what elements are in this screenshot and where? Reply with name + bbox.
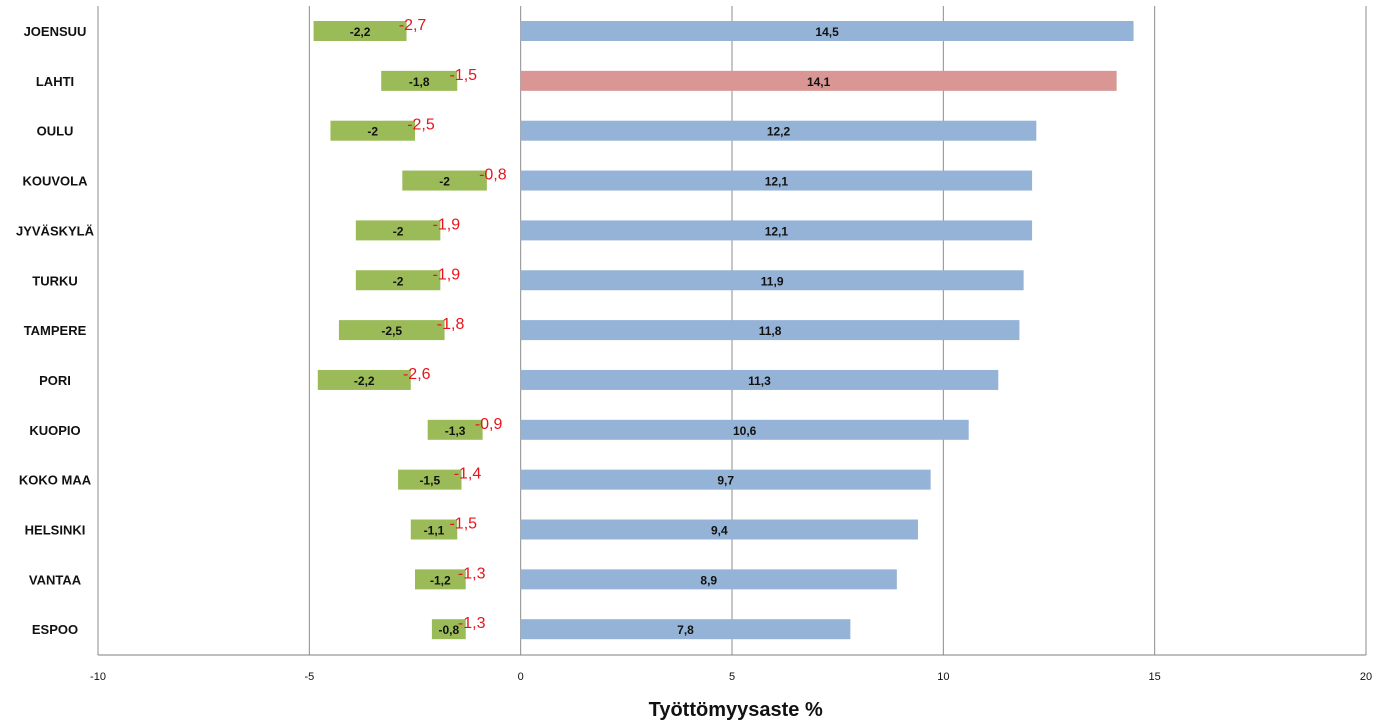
change-value-label: -2	[393, 224, 404, 238]
rate-bar	[520, 170, 1033, 191]
x-tick-label: -10	[90, 671, 106, 683]
rate-value-label: 9,4	[711, 524, 728, 538]
annotation-label: -2,5	[407, 117, 435, 134]
rate-value-label: 12,1	[765, 224, 789, 238]
change-bar	[355, 270, 441, 291]
change-value-label: -1,8	[409, 75, 430, 89]
rate-value-label: 11,8	[759, 324, 782, 338]
rate-value-label: 9,7	[717, 474, 734, 488]
category-label: TAMPERE	[24, 323, 87, 338]
change-bar	[313, 21, 407, 41]
change-bar	[410, 519, 458, 540]
rate-bar	[520, 569, 897, 590]
change-bar	[381, 70, 458, 91]
annotation-label: -2,6	[403, 366, 431, 383]
category-label: VANTAA	[29, 572, 82, 587]
change-bar	[427, 419, 483, 440]
annotation-label: -1,9	[433, 216, 461, 233]
category-labels: JOENSUU LAHTI OULU KOUVOLA JYVÄSKYLÄ TURKU TAM…	[16, 24, 95, 637]
annotation-label: -1,3	[458, 565, 486, 582]
category-label: ESPOO	[32, 622, 78, 637]
change-value-label: -1,5	[419, 474, 440, 488]
category-label: PORI	[39, 373, 71, 388]
rate-bar	[520, 369, 999, 390]
x-axis-ticks: -10 -5 0 5 10 15 20	[90, 671, 1372, 683]
rate-bar	[520, 70, 1117, 91]
annotation-label: -1,4	[454, 466, 482, 483]
rate-value-label: 14,5	[815, 25, 839, 39]
rate-bar	[520, 519, 918, 540]
x-tick-label: 0	[518, 671, 524, 683]
x-tick-label: 5	[729, 671, 735, 683]
rate-bar	[520, 270, 1024, 291]
rate-bar	[520, 120, 1037, 141]
annotation-label: -1,8	[437, 316, 465, 333]
change-bar	[431, 619, 466, 640]
change-bar	[398, 469, 462, 490]
change-value-label: -2	[367, 125, 378, 139]
change-value-label: -1,3	[445, 424, 466, 438]
category-label: HELSINKI	[25, 523, 86, 538]
rate-bar	[520, 419, 969, 440]
rate-value-label: 11,9	[761, 274, 784, 288]
change-value-label: -2,5	[381, 324, 402, 338]
annotation-label: -2,7	[399, 17, 427, 34]
annotation-label: -0,9	[475, 416, 503, 433]
rate-value-label: 8,9	[700, 573, 717, 587]
category-label: KOKO MAA	[19, 473, 92, 488]
change-bar	[402, 170, 487, 191]
category-label: JOENSUU	[24, 24, 87, 39]
change-value-label: -2	[439, 175, 450, 189]
rate-bar	[520, 619, 851, 640]
rate-value-label: 10,6	[733, 424, 757, 438]
change-bar	[355, 220, 441, 241]
rate-value-label: 11,3	[748, 374, 771, 388]
change-value-label: -1,2	[430, 573, 451, 587]
annotation-label: -1,9	[433, 266, 461, 283]
annotation-label: -1,5	[449, 516, 477, 533]
annotation-label: -1,3	[458, 615, 486, 632]
x-tick-label: 15	[1149, 671, 1161, 683]
category-label: OULU	[37, 124, 74, 139]
category-label: KOUVOLA	[23, 174, 89, 189]
change-value-label: -1,1	[424, 524, 445, 538]
category-label: KUOPIO	[29, 423, 80, 438]
x-tick-label: 10	[937, 671, 949, 683]
rate-bar	[520, 320, 1020, 341]
x-tick-label: -5	[304, 671, 314, 683]
change-bar	[317, 369, 411, 390]
annotation-label: -0,8	[479, 167, 507, 184]
category-label: TURKU	[32, 273, 78, 288]
rate-value-label: 7,8	[677, 623, 694, 637]
rate-value-label: 14,1	[807, 75, 831, 89]
x-axis-title: Työttömyysaste %	[649, 699, 823, 721]
rate-value-label: 12,1	[765, 175, 789, 189]
category-label: JYVÄSKYLÄ	[16, 223, 95, 238]
category-label: LAHTI	[36, 74, 74, 89]
rate-bar	[520, 21, 1134, 41]
rate-bar	[520, 469, 931, 490]
x-tick-label: 20	[1360, 671, 1372, 683]
change-bar	[330, 120, 415, 141]
change-bar	[415, 569, 466, 590]
change-value-label: -2,2	[350, 25, 371, 39]
rate-value-label: 12,2	[767, 125, 791, 139]
bars	[313, 21, 1134, 640]
change-value-label: -2,2	[354, 374, 375, 388]
data-labels: 14,5 14,1 12,2 12,1 12,1 11,9 11,8 11,3 10,6 9,7 9…	[350, 17, 839, 637]
rate-bar	[520, 220, 1033, 241]
annotation-label: -1,5	[449, 67, 477, 84]
change-value-label: -2	[393, 274, 404, 288]
change-bar	[338, 320, 445, 341]
change-value-label: -0,8	[438, 623, 459, 637]
